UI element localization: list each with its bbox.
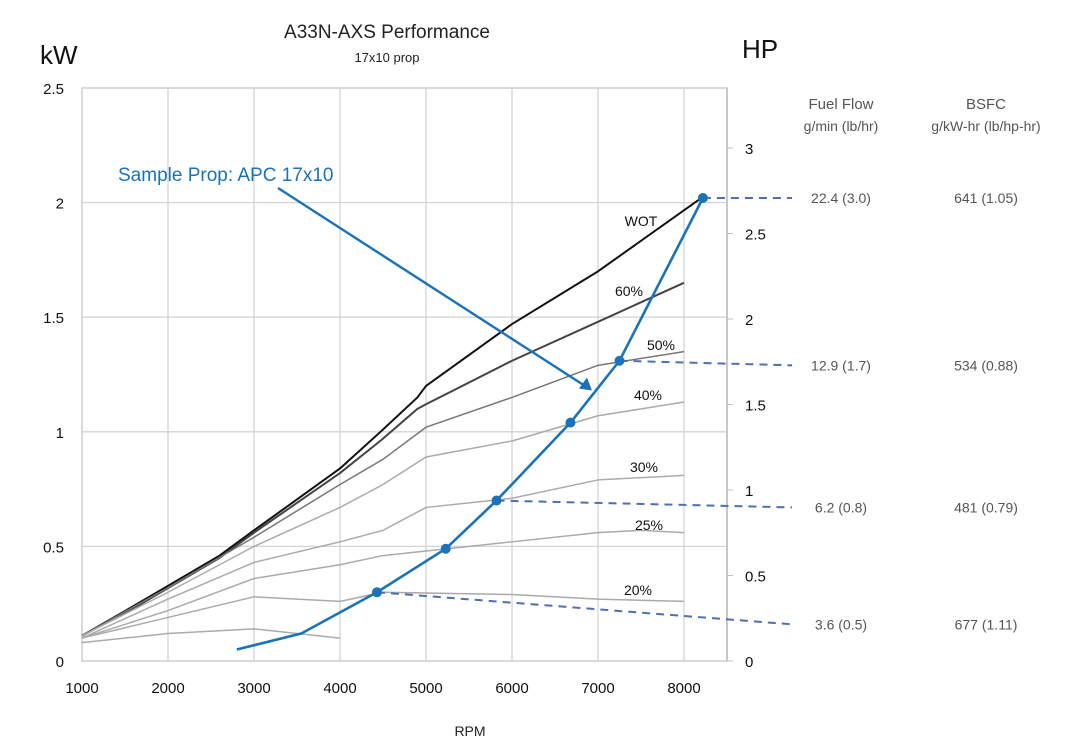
- y-right-tick-label: 3: [745, 141, 753, 158]
- y-right-tick-label: 1: [745, 483, 753, 500]
- bsfc-value: 677 (1.11): [955, 616, 1018, 632]
- bsfc-header: BSFC: [966, 96, 1006, 113]
- bsfc-value: 641 (1.05): [954, 190, 1018, 206]
- chart-subtitle: 17x10 prop: [354, 50, 419, 65]
- y-left-tick-label: 0: [56, 654, 64, 671]
- series-line-20-: [81, 591, 685, 639]
- series-layer: WOT 60% 50% 40% 30% 25% 20%: [81, 186, 705, 651]
- operating-point-marker: [565, 417, 576, 428]
- dashed-leader: [376, 591, 793, 626]
- y-left-tick-label: 2: [56, 196, 64, 213]
- y-right-tick-label: 0: [745, 654, 753, 671]
- series-line-30-: [81, 474, 685, 639]
- y-left-tick-label: 0.5: [43, 539, 64, 556]
- markers: [371, 193, 708, 598]
- series-label: WOT: [625, 213, 658, 229]
- annotation-arrow-line: [277, 186, 587, 388]
- bsfc-value: 481 (0.79): [954, 499, 1018, 515]
- fuel-flow-value: 3.6 (0.5): [815, 616, 867, 632]
- series-label: 60%: [615, 283, 643, 299]
- series-line-wot: [81, 197, 702, 637]
- series-line-25-: [81, 529, 685, 639]
- x-tick-label: 6000: [495, 680, 528, 697]
- table-values: 22.4 (3.0) 641 (1.05) 12.9 (1.7) 534 (0.88)…: [811, 190, 1018, 632]
- x-tick-label: 5000: [409, 680, 442, 697]
- y-axis-right-label: HP: [742, 34, 778, 64]
- x-tick-label: 7000: [581, 680, 614, 697]
- bsfc-value: 534 (0.88): [954, 357, 1018, 373]
- operating-point-marker: [491, 495, 502, 506]
- x-tick-label: 8000: [667, 680, 700, 697]
- fuel-flow-value: 6.2 (0.8): [815, 499, 867, 515]
- series-label: 50%: [647, 337, 675, 353]
- bsfc-unit: g/kW-hr (lb/hp-hr): [931, 118, 1040, 134]
- y-axis-left-label: kW: [40, 40, 78, 70]
- fuel-flow-value: 12.9 (1.7): [811, 357, 871, 373]
- x-axis-label: RPM: [454, 723, 485, 739]
- x-tick-label: 3000: [237, 680, 270, 697]
- dashed-leader: [619, 359, 793, 367]
- y-right-tick-label: 0.5: [745, 569, 766, 586]
- series-label: 25%: [635, 517, 663, 533]
- series-label: 40%: [634, 387, 662, 403]
- dashed-leaders: [376, 197, 793, 626]
- y-left-tick-label: 1.5: [43, 310, 64, 327]
- series-line-40-: [81, 401, 685, 637]
- annotation-arrowhead: [578, 377, 592, 391]
- fuel-flow-unit: g/min (lb/hr): [804, 118, 879, 134]
- series-line-idle: [81, 628, 341, 644]
- y-right-tick-label: 1.5: [745, 398, 766, 415]
- y-right-tick-label: 2: [745, 312, 753, 329]
- y-left-tick-label: 2.5: [43, 81, 64, 98]
- dashed-leader: [496, 499, 793, 509]
- x-tick-label: 1000: [65, 680, 98, 697]
- operating-point-marker: [440, 543, 451, 554]
- fuel-flow-header: Fuel Flow: [808, 96, 873, 113]
- chart-title: A33N-AXS Performance: [284, 22, 490, 43]
- x-tick-label: 4000: [323, 680, 356, 697]
- series-line-sample-prop-apc-17x10: [236, 197, 705, 651]
- sample-prop-annotation: Sample Prop: APC 17x10: [118, 165, 333, 186]
- series-label: 30%: [630, 459, 658, 475]
- x-tick-label: 2000: [151, 680, 184, 697]
- fuel-flow-value: 22.4 (3.0): [811, 190, 871, 206]
- operating-point-marker: [697, 193, 708, 204]
- y-right-tick-label: 2.5: [745, 227, 766, 244]
- series-label: 20%: [624, 582, 652, 598]
- operating-point-marker: [371, 587, 382, 598]
- y-left-tick-label: 1: [56, 425, 64, 442]
- ticks: 1000 2000 3000 4000 5000 6000 7000 8000 0 0.5 1 1.5…: [43, 81, 766, 697]
- grid: [81, 87, 728, 662]
- operating-point-marker: [614, 355, 625, 366]
